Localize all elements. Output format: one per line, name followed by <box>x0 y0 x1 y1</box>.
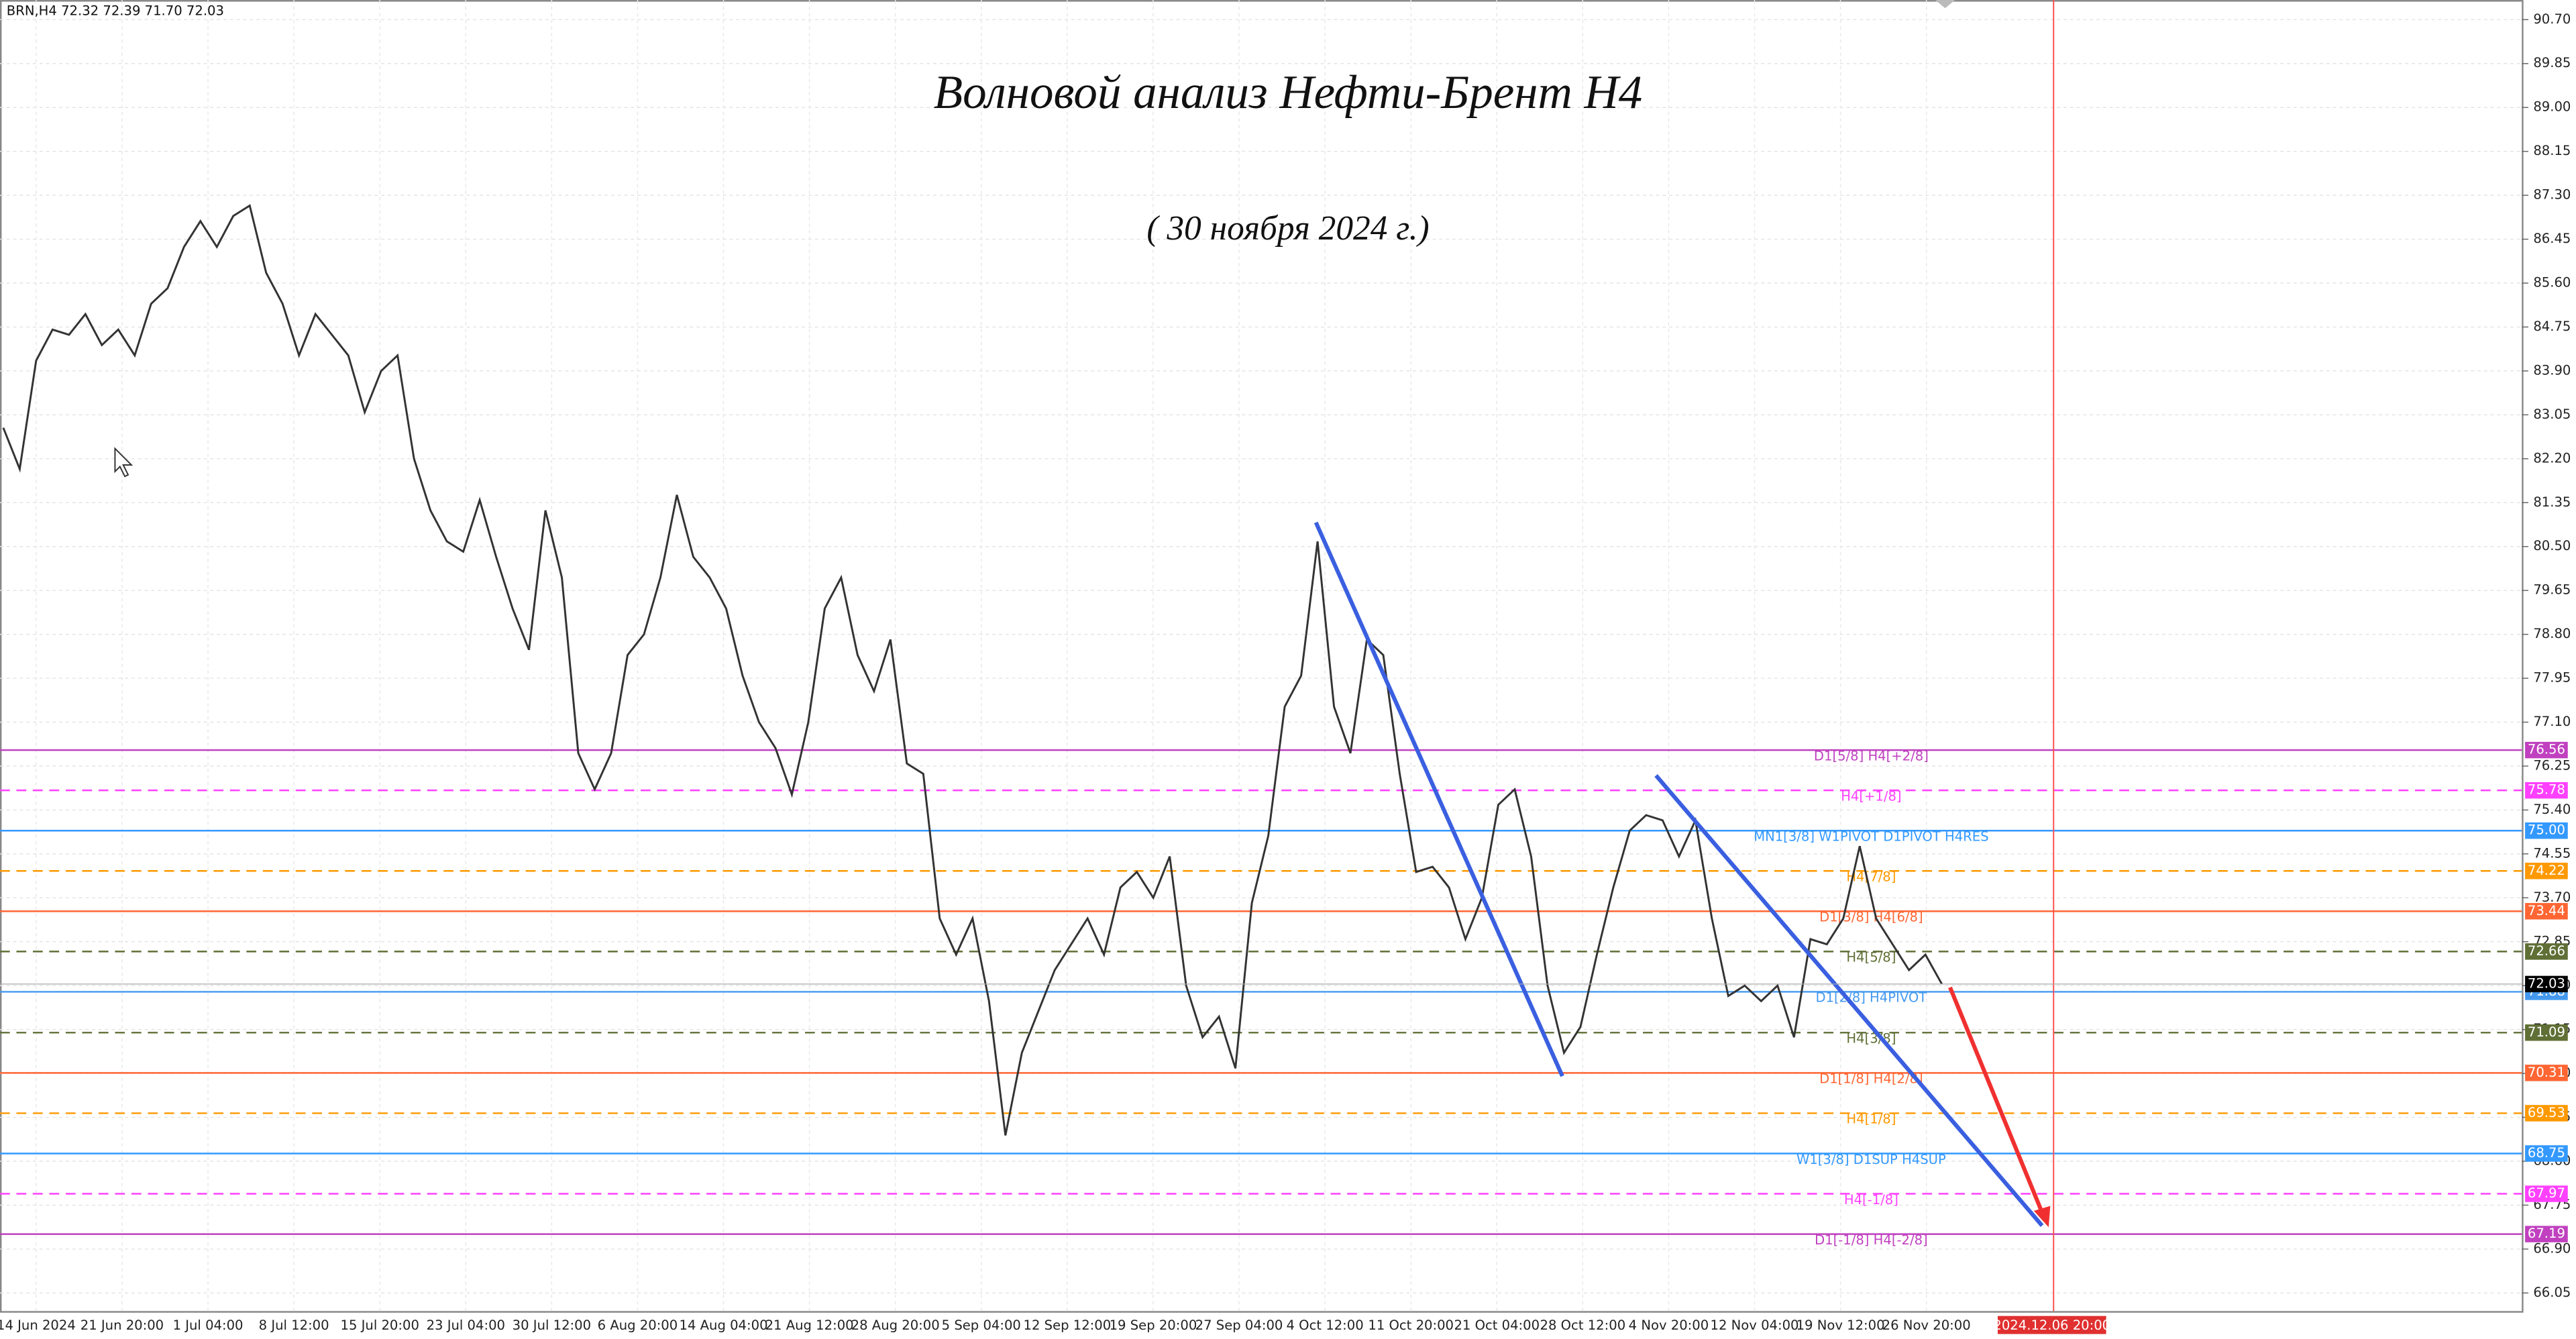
y-tick-label: 74.55 <box>2533 845 2571 861</box>
price-label-bg <box>2525 822 2568 839</box>
price-label-bg <box>2525 1024 2568 1041</box>
price-label: 68.75 <box>2528 1145 2565 1161</box>
y-tick-label: 66.90 <box>2533 1240 2571 1256</box>
plot-frame <box>0 0 2524 1313</box>
price-label-bg <box>2525 903 2568 920</box>
x-tick-label: 23 Jul 04:00 <box>427 1318 505 1333</box>
level-label: D1[5/8] H4[+2/8] <box>1814 748 1929 763</box>
x-tick-label: 15 Jul 20:00 <box>341 1318 419 1333</box>
arrow-head <box>2033 1206 2051 1228</box>
x-tick-label: 21 Oct 04:00 <box>1454 1318 1540 1333</box>
price-label: 67.19 <box>2528 1226 2565 1241</box>
chart-title: Волновой анализ Нефти-Брент Н4 <box>934 66 1643 119</box>
x-tick-label: 12 Nov 04:00 <box>1711 1318 1799 1333</box>
forecast-arrow <box>1948 986 2044 1214</box>
y-tick-label: 90.70 <box>2533 11 2571 27</box>
level-label: MN1[3/8] W1PIVOT D1PIVOT H4RES <box>1754 829 1988 845</box>
price-label: 75.00 <box>2528 822 2565 838</box>
y-tick-label: 80.50 <box>2533 538 2571 553</box>
y-tick-label: 82.20 <box>2533 450 2571 466</box>
level-label: D1[3/8] H4[6/8] <box>1819 910 1923 925</box>
price-label: 67.97 <box>2528 1185 2565 1201</box>
level-label: D1[1/8] H4[2/8] <box>1819 1071 1923 1087</box>
price-label: 70.31 <box>2528 1065 2565 1080</box>
y-tick-label: 85.60 <box>2533 275 2571 290</box>
y-tick-label: 83.90 <box>2533 362 2571 378</box>
x-tick-label: 1 Jul 04:00 <box>173 1318 244 1333</box>
x-tick-label: 14 Jun 2024 <box>0 1318 76 1333</box>
level-label: D1[2/8] H4PIVOT <box>1816 990 1928 1006</box>
price-label-bg <box>2525 1065 2568 1081</box>
x-tick-label: 5 Sep 04:00 <box>942 1318 1021 1333</box>
last-price-bg <box>2525 975 2568 993</box>
price-label: 75.78 <box>2528 782 2565 798</box>
y-tick-label: 89.00 <box>2533 99 2571 115</box>
price-label: 72.66 <box>2528 943 2565 959</box>
price-label-bg <box>2525 741 2568 759</box>
price-label-bg <box>2525 863 2568 879</box>
y-tick-label: 83.05 <box>2533 407 2571 422</box>
y-tick-label: 66.05 <box>2533 1285 2571 1300</box>
price-label: 71.09 <box>2528 1024 2565 1040</box>
price-label-bg <box>2525 1145 2568 1162</box>
y-tick-label: 87.30 <box>2533 187 2571 203</box>
symbol-header: BRN,H4 72.32 72.39 71.70 72.03 <box>7 3 224 19</box>
price-line <box>2 204 1943 1136</box>
y-tick-label: 79.65 <box>2533 582 2571 598</box>
price-label-bg <box>2525 782 2568 799</box>
x-tick-label: 19 Sep 20:00 <box>1110 1318 1197 1333</box>
y-tick-label: 81.35 <box>2533 494 2571 510</box>
x-tick-label: 21 Aug 12:00 <box>765 1318 854 1333</box>
price-label-bg <box>2525 943 2568 960</box>
y-tick-label: 73.70 <box>2533 890 2571 905</box>
x-tick-label: 26 Nov 20:00 <box>1882 1318 1971 1333</box>
price-label: 74.22 <box>2528 863 2565 878</box>
y-tick-label: 86.45 <box>2533 231 2571 246</box>
level-label: H4[7/8] <box>1846 869 1896 885</box>
x-tick-label: 30 Jul 12:00 <box>513 1318 591 1333</box>
level-label: W1[3/8] D1SUP H4SUP <box>1796 1152 1946 1167</box>
chart-subtitle: ( 30 ноября 2024 г.) <box>1146 209 1429 248</box>
x-tick-label: 14 Aug 04:00 <box>680 1318 768 1333</box>
x-tick-label: 27 Sep 04:00 <box>1195 1318 1283 1333</box>
y-tick-label: 78.80 <box>2533 626 2571 641</box>
x-tick-label: 4 Nov 20:00 <box>1629 1318 1709 1333</box>
x-tick-label: 6 Aug 20:00 <box>598 1318 678 1333</box>
level-label: D1[-1/8] H4[-2/8] <box>1815 1232 1928 1248</box>
mouse-cursor <box>114 447 133 478</box>
price-label: 69.53 <box>2528 1105 2565 1120</box>
y-tick-label: 84.75 <box>2533 319 2571 334</box>
level-label: H4[-1/8] <box>1844 1192 1898 1208</box>
y-tick-label: 89.85 <box>2533 55 2571 70</box>
x-tick-label: 8 Jul 12:00 <box>259 1318 329 1333</box>
x-tick-label: 28 Oct 12:00 <box>1540 1318 1626 1333</box>
y-tick-label: 76.25 <box>2533 757 2571 773</box>
price-label-bg <box>2525 1105 2568 1122</box>
x-tick-label: 19 Nov 12:00 <box>1796 1318 1885 1333</box>
cursor-label-bg <box>1997 1316 2106 1334</box>
y-tick-label: 77.95 <box>2533 670 2571 686</box>
y-tick-label: 88.15 <box>2533 143 2571 158</box>
x-tick-label: 4 Oct 12:00 <box>1287 1318 1364 1333</box>
x-tick-label: 11 Oct 20:00 <box>1368 1318 1454 1333</box>
x-tick-label: 21 Jun 20:00 <box>80 1318 164 1333</box>
y-tick-label: 75.40 <box>2533 802 2571 817</box>
level-label: H4[+1/8] <box>1841 788 1901 804</box>
trend-line <box>1654 773 2044 1227</box>
price-label-bg <box>2525 1185 2568 1202</box>
level-label: H4[5/8] <box>1846 950 1896 965</box>
x-tick-label: 28 Aug 20:00 <box>851 1318 940 1333</box>
cursor-label: 2024.12.06 20:00 <box>1993 1318 2110 1333</box>
price-label-bg <box>2525 1226 2568 1242</box>
price-label: 73.44 <box>2528 903 2565 918</box>
last-price-label: 72.03 <box>2528 975 2565 991</box>
scroll-marker <box>1935 0 1955 9</box>
y-tick-label: 77.10 <box>2533 714 2571 729</box>
price-label: 76.56 <box>2528 742 2565 757</box>
x-tick-label: 12 Sep 12:00 <box>1024 1318 1112 1333</box>
level-label: H4[1/8] <box>1846 1112 1896 1127</box>
